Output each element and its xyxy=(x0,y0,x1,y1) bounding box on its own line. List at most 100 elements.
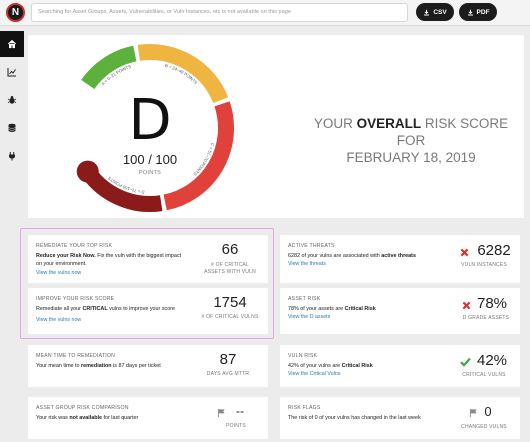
flag-icon xyxy=(217,408,225,418)
csv-label: CSV xyxy=(433,8,447,16)
gauge-band-c xyxy=(163,101,234,211)
card-value: 87 xyxy=(219,351,237,368)
desc-bold: CRITICAL xyxy=(82,306,108,312)
card-value: 6282 xyxy=(477,242,511,259)
score-date: FEBRUARY 18, 2019 xyxy=(346,150,476,165)
desc-text: Remediate all your xyxy=(36,306,83,312)
overall-risk-title: YOUR OVERALL RISK SCORE FOR FEBRUARY 18,… xyxy=(304,115,518,166)
card-value: -- xyxy=(236,404,244,418)
card-description: 78% of your assets are Critical Risk xyxy=(288,306,448,314)
card-unit: D GRADE ASSETS xyxy=(462,315,510,321)
desc-bold: active threats xyxy=(381,253,416,259)
sidebar-item-integrations[interactable] xyxy=(0,143,24,169)
vuln-risk-card: VULN RISK 42% of your vulns are Critical… xyxy=(280,345,520,387)
sidebar-item-assets[interactable] xyxy=(0,115,24,141)
desc-bold: not available xyxy=(69,415,103,421)
desc-bold: Reduce your Risk Now. xyxy=(36,253,96,259)
card-title: REMEDIATE YOUR TOP RISK xyxy=(36,243,113,249)
card-unit: POINTS xyxy=(226,423,246,429)
mean-time-to-remediation-card: MEAN TIME TO REMEDIATION Your mean time … xyxy=(28,345,268,387)
card-description: 6282 of your vulns are associated with a… xyxy=(288,253,428,261)
database-icon xyxy=(8,123,16,132)
sidebar xyxy=(0,27,24,442)
card-value: 66 xyxy=(221,241,239,258)
search-input[interactable]: Searching for Asset Groups, Assets, Vuln… xyxy=(31,3,408,22)
desc-text: Your risk was xyxy=(36,415,70,421)
desc-text: Your mean time to xyxy=(36,363,82,369)
bug-icon xyxy=(7,96,17,104)
logo-letter: N xyxy=(11,7,20,18)
risk-grade: D xyxy=(128,88,172,153)
view-vulns-link[interactable]: View the vulns now xyxy=(36,317,82,323)
flag-icon xyxy=(469,408,477,418)
risk-score: 100 / 100 xyxy=(122,152,178,167)
remediate-top-risk-card: REMEDIATE YOUR TOP RISK Reduce your Risk… xyxy=(28,235,268,283)
desc-text: for last quarter xyxy=(102,415,139,421)
pdf-export-button[interactable]: PDF xyxy=(459,3,497,21)
top-bar: N Searching for Asset Groups, Assets, Vu… xyxy=(0,0,530,26)
desc-text: 78% of your assets are xyxy=(288,306,345,312)
csv-export-button[interactable]: CSV xyxy=(416,3,454,21)
gauge-needle xyxy=(76,160,99,183)
view-critical-vulns-link[interactable]: View the Critical Vulns xyxy=(288,371,341,377)
plug-icon xyxy=(9,152,15,161)
asset-group-risk-card: ASSET GROUP RISK COMPARISON Your risk wa… xyxy=(28,397,268,439)
pdf-label: PDF xyxy=(476,8,490,16)
card-title: RISK FLAGS xyxy=(288,405,321,411)
card-description: Remediate all your CRITICAL vulns to imp… xyxy=(36,306,196,314)
card-value: 42% xyxy=(476,352,508,369)
gauge-band-b xyxy=(137,44,229,104)
view-vulns-link[interactable]: View the vulns now xyxy=(36,270,82,276)
selection-highlight xyxy=(20,228,274,339)
desc-bold: Critical Risk xyxy=(344,306,376,312)
card-value: 78% xyxy=(476,295,508,312)
card-unit: # OF CRITICAL ASSETS WITH VULN xyxy=(198,262,262,276)
x-icon xyxy=(462,301,471,310)
title-bold: OVERALL xyxy=(356,116,422,131)
desc-text: vulns to improve your score xyxy=(107,306,176,312)
card-title: VULN RISK xyxy=(288,353,318,359)
desc-text: is 87 days per ticket xyxy=(111,363,161,369)
download-icon xyxy=(424,9,430,15)
desc-text: 6282 of your vulns are associated with xyxy=(288,253,382,259)
home-icon xyxy=(7,39,17,49)
card-description: The risk of 0 of your vulns has changed … xyxy=(288,415,421,421)
card-description: Reduce your Risk Now. Fix the vuln with … xyxy=(36,253,186,268)
gauge-band-a xyxy=(81,45,137,90)
improve-risk-score-card: IMPROVE YOUR RISK SCORE Remediate all yo… xyxy=(28,288,268,334)
card-title: IMPROVE YOUR RISK SCORE xyxy=(36,296,115,302)
sidebar-item-reports[interactable] xyxy=(0,59,24,85)
card-description: Your risk was not available for last qua… xyxy=(36,415,196,423)
card-unit: DAYS AVG MTTR xyxy=(206,371,250,377)
card-title: ACTIVE THREATS xyxy=(288,243,335,249)
active-threats-card: ACTIVE THREATS 6282 of your vulns are as… xyxy=(280,235,520,283)
card-title: ASSET GROUP RISK COMPARISON xyxy=(36,405,129,411)
x-icon xyxy=(460,248,469,257)
card-unit: # OF CRITICAL VULNS xyxy=(201,314,259,320)
title-prefix: YOUR xyxy=(313,116,357,131)
sidebar-item-vulnerabilities[interactable] xyxy=(0,87,24,113)
card-value: 1754 xyxy=(213,294,247,311)
unit-line-2: ASSETS WITH VULN xyxy=(204,269,256,275)
card-description: 42% of your vulns are Critical Risk xyxy=(288,363,448,371)
card-title: MEAN TIME TO REMEDIATION xyxy=(36,353,116,359)
checkmark-icon xyxy=(460,357,471,367)
unit-line-1: # OF CRITICAL xyxy=(211,262,249,268)
app-logo[interactable]: N xyxy=(6,3,25,22)
card-unit: CRITICAL VULNS xyxy=(462,372,506,378)
view-d-assets-link[interactable]: View the D assets xyxy=(288,314,331,320)
card-unit: CHANGED VULNS xyxy=(461,424,507,430)
card-description: Your mean time to remediation is 87 days… xyxy=(36,363,196,371)
asset-risk-card: ASSET RISK 78% of your assets are Critic… xyxy=(280,288,520,334)
sidebar-item-home[interactable] xyxy=(0,31,24,57)
card-title: ASSET RISK xyxy=(288,296,321,302)
download-icon xyxy=(467,9,473,15)
card-unit: VULN INSTANCES xyxy=(461,262,507,268)
desc-bold: Critical Risk xyxy=(341,363,373,369)
risk-score-label: POINTS xyxy=(138,170,162,176)
title-suffix: RISK SCORE FOR xyxy=(396,116,509,148)
view-threats-link[interactable]: View the threats xyxy=(288,261,326,267)
risk-flags-card: RISK FLAGS The risk of 0 of your vulns h… xyxy=(280,397,520,439)
desc-text: 42% of your vulns are xyxy=(288,363,342,369)
